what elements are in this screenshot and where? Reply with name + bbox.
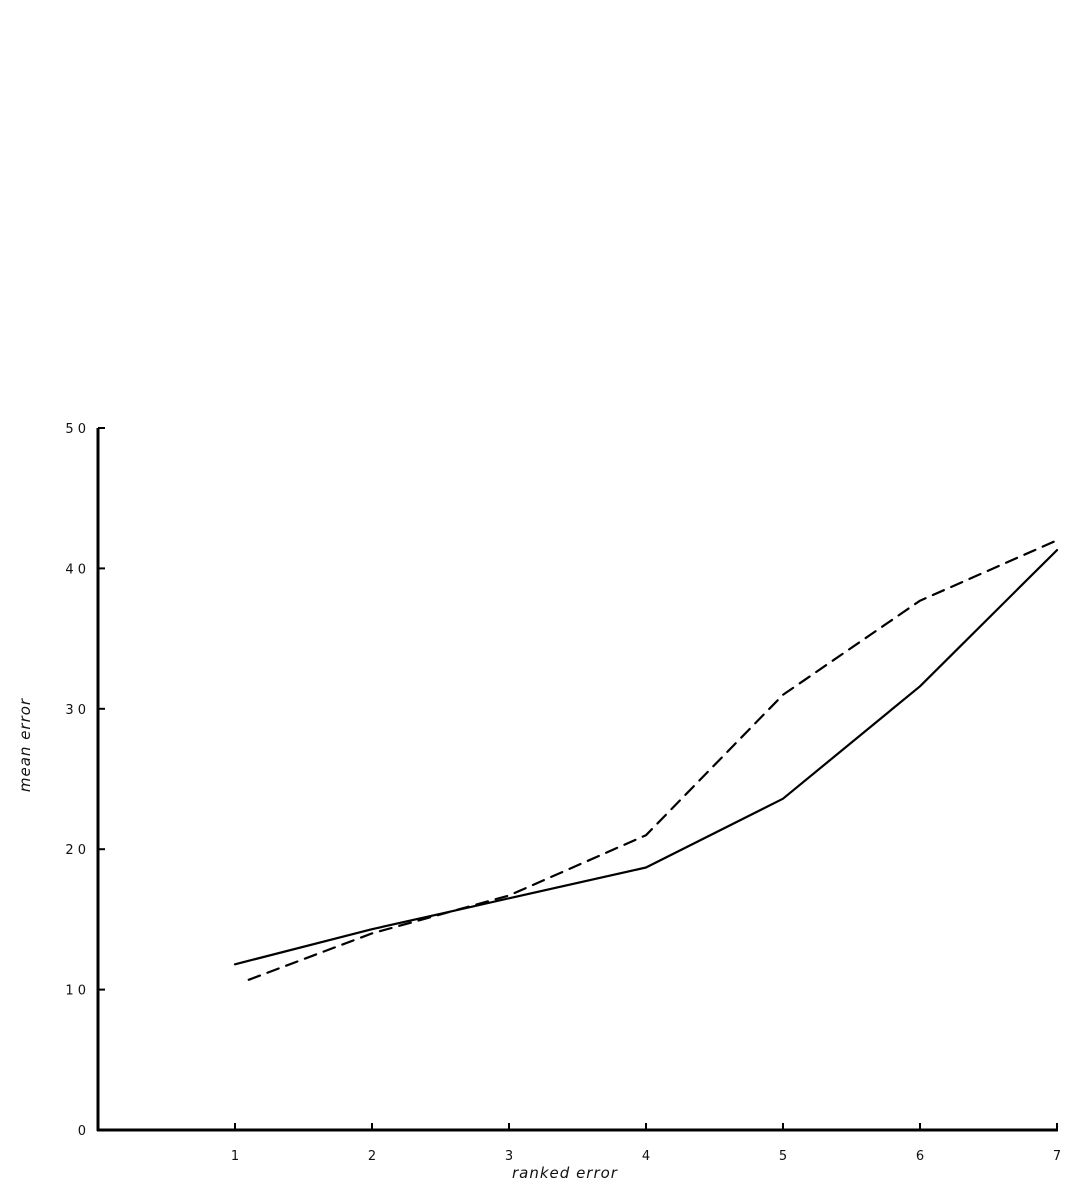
y-tick-group: 0 1 0 2 0 3 0 4 0 5 0 xyxy=(65,422,105,1139)
y-tick-label: 0 xyxy=(78,1124,86,1139)
y-tick-label: 4 0 xyxy=(65,562,86,577)
series-dashed-line xyxy=(247,539,1059,981)
y-tick-label: 5 0 xyxy=(65,422,86,437)
axes xyxy=(96,428,1058,1132)
x-tick-label: 7 xyxy=(1053,1149,1061,1164)
x-tick-label: 4 xyxy=(642,1149,650,1164)
x-axis-title: ranked error xyxy=(512,1164,618,1182)
x-tick-label: 3 xyxy=(505,1149,513,1164)
y-tick-label: 1 0 xyxy=(65,984,86,999)
y-axis-title: mean error xyxy=(16,698,34,792)
y-tick-label: 2 0 xyxy=(65,843,86,858)
x-tick-label: 6 xyxy=(916,1149,924,1164)
y-tick-label: 3 0 xyxy=(65,703,86,718)
series-solid-line xyxy=(233,549,1059,966)
x-tick-label: 5 xyxy=(779,1149,787,1164)
x-tick-label: 2 xyxy=(368,1149,376,1164)
x-tick-group: 1 2 3 4 5 6 7 xyxy=(231,1123,1061,1164)
series-layer xyxy=(233,539,1059,981)
x-tick-label: 1 xyxy=(231,1149,239,1164)
